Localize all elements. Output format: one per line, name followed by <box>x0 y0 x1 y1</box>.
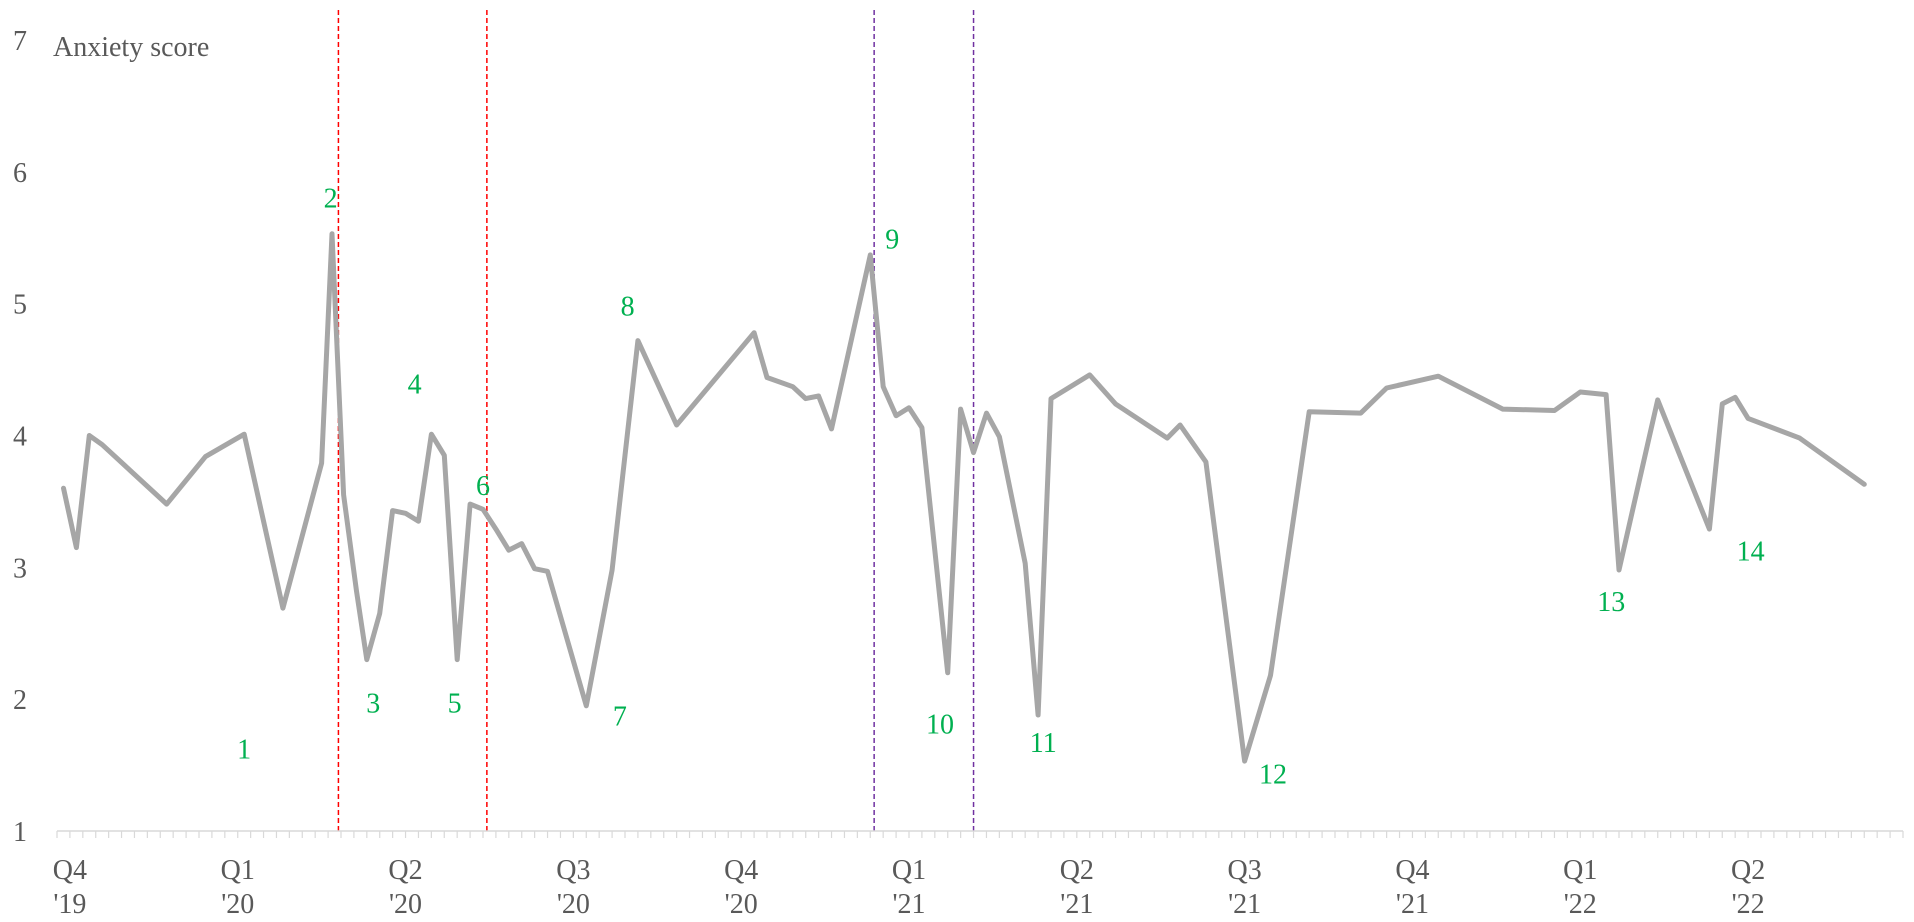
x-tick-label-line: '22 <box>1732 889 1765 920</box>
annotation-label: 14 <box>1737 537 1765 568</box>
x-tick-label-line: '21 <box>892 889 925 920</box>
annotation-label: 6 <box>476 471 490 502</box>
x-tick-label: Q2'22 <box>1731 855 1765 920</box>
x-tick-label-line: Q2 <box>1731 855 1765 886</box>
y-tick-label: 1 <box>13 817 27 848</box>
x-tick-label-line: '21 <box>1396 889 1429 920</box>
y-axis-tick-labels: 1 2 3 4 5 6 7 <box>13 26 27 848</box>
x-tick-label-line: '20 <box>557 889 590 920</box>
x-tick-label-line: '20 <box>389 889 422 920</box>
y-tick-label: 4 <box>13 422 27 453</box>
x-tick-label: Q2'20 <box>388 855 422 920</box>
x-tick-label-line: Q4 <box>724 855 758 886</box>
x-tick-label-line: '21 <box>1060 889 1093 920</box>
annotation-label: 1 <box>237 734 251 765</box>
series-group <box>61 231 1867 764</box>
x-tick-label-line: Q3 <box>556 855 590 886</box>
x-tick-label: Q1'21 <box>892 855 926 920</box>
annotation-label: 11 <box>1030 728 1057 759</box>
x-tick-label: Q4'20 <box>724 855 758 920</box>
x-tick-label-line: Q4 <box>53 855 87 886</box>
x-tick-label-line: '20 <box>221 889 254 920</box>
x-tick-label-line: '20 <box>725 889 758 920</box>
annotation-label: 10 <box>926 709 954 740</box>
x-tick-label-line: '19 <box>53 889 86 920</box>
x-tick-label: Q4'19 <box>53 855 87 920</box>
x-tick-label: Q1'20 <box>221 855 255 920</box>
x-tick-label-line: Q2 <box>1060 855 1094 886</box>
x-tick-label: Q3'21 <box>1228 855 1262 920</box>
y-tick-label: 6 <box>13 158 27 189</box>
annotation-label: 2 <box>324 183 338 214</box>
annotation-label: 13 <box>1597 587 1625 618</box>
x-tick-label-line: Q1 <box>221 855 255 886</box>
x-tick-label-line: Q1 <box>892 855 926 886</box>
x-tick-label-line: '22 <box>1564 889 1597 920</box>
annotation-label: 9 <box>885 224 899 255</box>
x-tick-label: Q4'21 <box>1395 855 1429 920</box>
x-tick-label-line: Q2 <box>388 855 422 886</box>
reference-lines <box>337 10 975 831</box>
x-tick-label-line: Q1 <box>1563 855 1597 886</box>
annotation-label: 3 <box>366 688 380 719</box>
y-tick-label: 3 <box>13 553 27 584</box>
y-tick-label: 5 <box>13 290 27 321</box>
annotation-label: 12 <box>1259 760 1287 791</box>
annotation-label: 4 <box>408 369 422 400</box>
annotation-label: 7 <box>613 702 627 733</box>
x-tick-label: Q3'20 <box>556 855 590 920</box>
y-tick-label: 2 <box>13 685 27 716</box>
y-axis-label: Anxiety score <box>53 32 209 63</box>
x-tick-label-line: Q4 <box>1395 855 1429 886</box>
x-tick-label-line: '21 <box>1228 889 1261 920</box>
x-tick-label-line: Q3 <box>1228 855 1262 886</box>
series-line-1 <box>61 231 1867 764</box>
x-tick-label: Q2'21 <box>1060 855 1094 920</box>
x-axis <box>56 830 1904 838</box>
x-tick-label: Q1'22 <box>1563 855 1597 920</box>
annotation-label: 8 <box>621 292 635 323</box>
y-tick-label: 7 <box>13 26 27 57</box>
x-axis-tick-labels: Q4'19Q1'20Q2'20Q3'20Q4'20Q1'21Q2'21Q3'21… <box>53 855 1765 920</box>
annotation-label: 5 <box>448 688 462 719</box>
